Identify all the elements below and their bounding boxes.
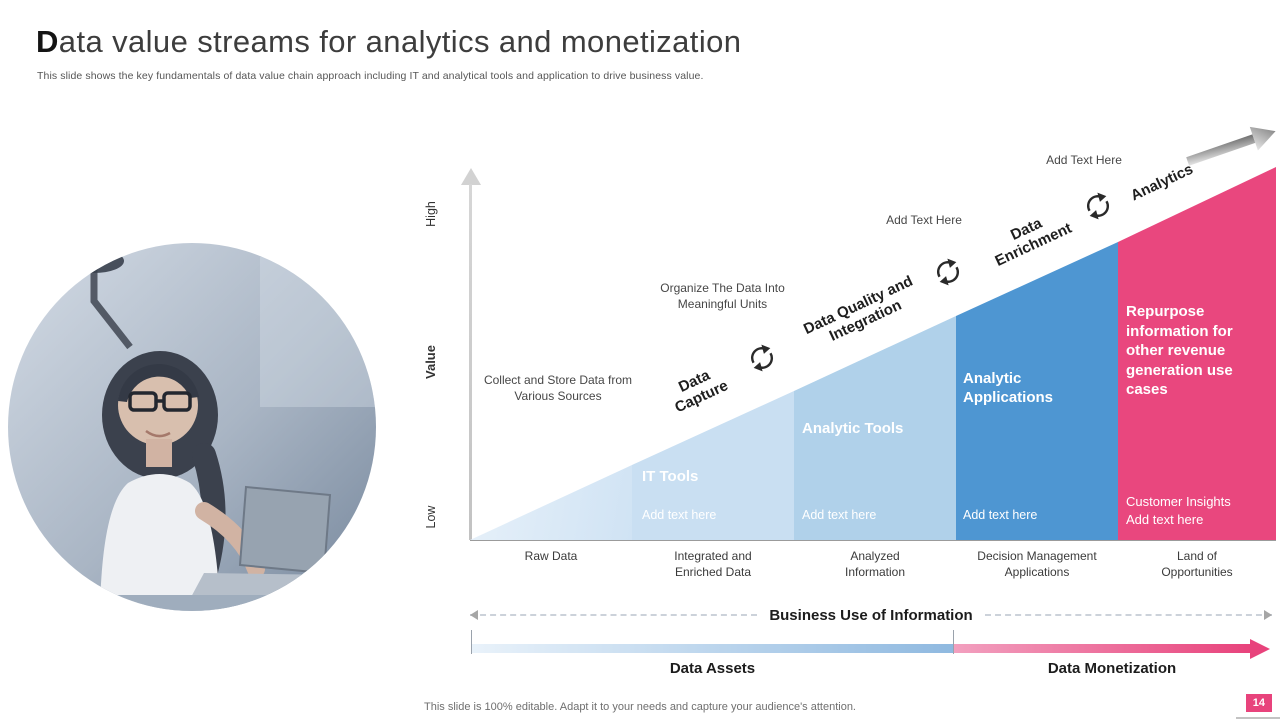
annotation-add-text-2: Add Text Here [1046, 153, 1122, 167]
band-note-analytic-tools: Add text here [802, 508, 877, 522]
axis-label-text: Decision Management Applications [977, 549, 1097, 579]
bar-tick-left [471, 630, 472, 654]
page-number-badge: 14 [1245, 694, 1272, 712]
stage-band-raw-data [470, 465, 632, 540]
dashed-line-left [470, 610, 758, 620]
page-title: Data value streams for analytics and mon… [36, 24, 741, 60]
band-note-it-tools: Add text here [642, 508, 717, 522]
diagram-baseline [470, 540, 1276, 541]
cycle-arrows-icon [750, 344, 774, 372]
up-right-arrow-icon [1186, 126, 1276, 166]
band-title-analytic-applications: Analytic Applications [963, 370, 1054, 406]
axis-label-text: Integrated and Enriched Data [674, 549, 752, 579]
axis-label-low: Low [424, 505, 438, 529]
band-note-customer-insights: Customer Insights [1126, 494, 1231, 509]
person-photo [8, 243, 376, 611]
business-use-label: Business Use of Information [769, 606, 973, 624]
band-title-it-tools: IT Tools [642, 468, 699, 485]
cycle-arrows-icon [1086, 192, 1110, 220]
axis-label-raw-data: Raw Data [470, 549, 632, 580]
annotation-add-text-1: Add Text Here [886, 213, 962, 227]
axis-label-decision-applications: Decision Management Applications [956, 549, 1118, 580]
up-arrow-icon [461, 168, 481, 185]
process-label-data-enrichment: Data Enrichment [992, 214, 1075, 271]
process-label-data-capture: Data Capture [672, 366, 731, 417]
axis-label-analyzed-information: Analyzed Information [794, 549, 956, 580]
stage-axis-labels: Raw Data Integrated and Enriched Data An… [470, 549, 1276, 580]
data-monetization-arrowhead-icon [1250, 638, 1270, 659]
axis-label-high: High [424, 201, 438, 227]
title-text: ata value streams for analytics and mone… [58, 24, 742, 59]
business-use-row: Business Use of Information [470, 603, 1273, 627]
slide-subtitle: This slide shows the key fundamentals of… [37, 70, 704, 82]
band-title-analytic-tools: Analytic Tools [802, 420, 904, 437]
corner-divider [1236, 717, 1280, 719]
axis-label-value: Value [423, 345, 438, 379]
person-photo-illustration [8, 243, 376, 611]
band-note-add-text: Add text here [1126, 512, 1204, 527]
axis-label-integrated-data: Integrated and Enriched Data [632, 549, 794, 580]
data-monetization-label: Data Monetization [1047, 660, 1177, 677]
bar-tick-middle [953, 630, 954, 654]
cycle-arrows-icon [936, 258, 960, 286]
axis-label-text: Raw Data [524, 549, 578, 563]
annotation-collect-store: Collect and Store Data from Various Sour… [483, 373, 633, 404]
axis-label-land-of-opportunities: Land of Opportunities [1118, 549, 1276, 580]
slide-footer-note: This slide is 100% editable. Adapt it to… [424, 701, 856, 713]
stage-band-decision-applications [956, 242, 1118, 540]
value-axis-line [469, 184, 472, 540]
axis-label-text: Land of Opportunities [1161, 549, 1233, 579]
data-assets-bar [472, 644, 953, 653]
axis-label-text: Analyzed Information [844, 549, 906, 579]
title-lead-letter: D [36, 24, 59, 59]
annotation-organize-data: Organize The Data Into Meaningful Units [660, 281, 785, 312]
data-monetization-bar [954, 644, 1250, 653]
data-assets-label: Data Assets [669, 660, 756, 677]
band-note-analytic-applications: Add text here [963, 508, 1038, 522]
value-chain-diagram: IT Tools Add text here Analytic Tools Ad… [470, 120, 1276, 540]
band-title-repurpose: Repurpose information for other revenue … [1126, 303, 1233, 398]
dashed-line-right [984, 610, 1273, 620]
